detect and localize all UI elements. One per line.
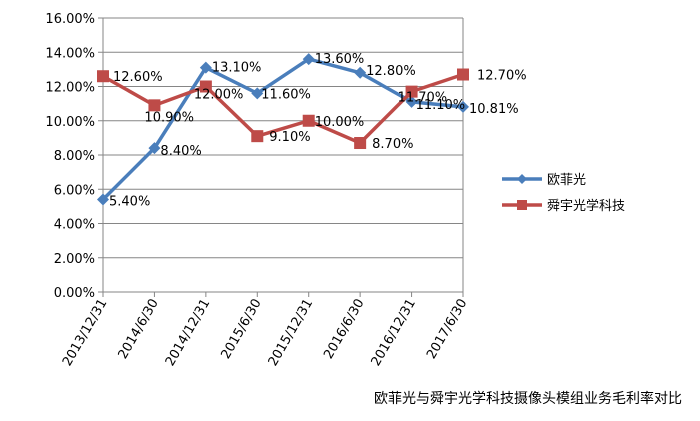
data-point [148, 99, 161, 112]
data-label: 8.40% [160, 144, 201, 159]
data-labels-layer: 5.40% 8.40% 13.10% 11.60% 13.60%12.80% 11.10%… [109, 52, 527, 209]
axes [102, 18, 464, 293]
y-tick-label: 2.00% [54, 252, 95, 267]
data-label: 12.60% [113, 70, 163, 85]
series-layer [97, 53, 469, 206]
chart-caption: 欧菲光与舜宇光学科技摄像头模组业务毛利率对比 [374, 391, 682, 407]
data-label: 11.10% [416, 98, 466, 113]
data-label: 10.90% [144, 110, 194, 125]
data-point [457, 68, 469, 81]
data-point [354, 137, 367, 150]
x-tick-label: 2015/6/30 [218, 297, 264, 362]
data-label: 10.81% [469, 102, 519, 117]
data-point [97, 70, 109, 83]
x-tick-label: 2016/6/30 [321, 297, 367, 362]
data-point [199, 80, 212, 93]
data-label: 9.10% [269, 130, 310, 145]
y-tick-label: 16.00% [45, 12, 95, 27]
data-point [302, 53, 315, 66]
data-point [251, 87, 264, 100]
legend-label: 舜宇光学科技 [547, 198, 625, 214]
data-point [199, 61, 212, 74]
data-point [97, 193, 109, 206]
data-label: 12.00% [194, 88, 244, 103]
data-label: 5.40% [109, 195, 150, 210]
y-tick-label: 8.00% [54, 149, 95, 164]
data-point [405, 85, 418, 98]
data-point [148, 142, 161, 155]
data-label: 12.80% [366, 64, 416, 79]
data-label: 10.00% [315, 115, 365, 130]
data-label: 13.10% [212, 61, 262, 76]
data-label: 11.60% [261, 87, 311, 102]
data-point [457, 100, 469, 113]
x-tick-label: 2017/6/30 [424, 297, 470, 362]
x-tick-label: 2016/12/31 [369, 297, 419, 369]
legend-marker [517, 200, 527, 210]
x-tick-label: 2014/12/31 [163, 297, 213, 369]
y-tick-label: 12.00% [45, 81, 95, 96]
y-tick-label: 14.00% [45, 46, 95, 61]
y-tick-label: 4.00% [54, 218, 95, 233]
data-point [405, 95, 418, 108]
x-tick-label: 2015/12/31 [266, 297, 316, 369]
legend-label: 欧菲光 [547, 173, 586, 188]
gridlines [98, 17, 463, 293]
legend-marker [517, 174, 527, 184]
y-axis-ticks: 0.00% 2.00% 4.00% 6.00% 8.00% 10.00% 12.00% 14.… [45, 12, 95, 301]
series-line-1 [101, 57, 464, 201]
x-tick-label: 2014/6/30 [116, 297, 162, 362]
data-label: 13.60% [315, 52, 365, 67]
y-tick-label: 10.00% [45, 115, 95, 130]
data-label: 11.70% [398, 91, 448, 106]
data-point [251, 130, 264, 143]
series-line-2 [102, 72, 464, 145]
x-tick-label: 2013/12/31 [60, 297, 110, 369]
y-tick-label: 0.00% [54, 286, 95, 301]
data-label: 12.70% [477, 69, 527, 84]
x-axis-ticks: 2013/12/31 2014/6/30 2014/12/31 2015/6/30 20… [60, 292, 470, 369]
data-point [354, 66, 367, 79]
data-label: 8.70% [372, 137, 413, 152]
y-tick-label: 6.00% [54, 183, 95, 198]
data-point [302, 114, 315, 127]
